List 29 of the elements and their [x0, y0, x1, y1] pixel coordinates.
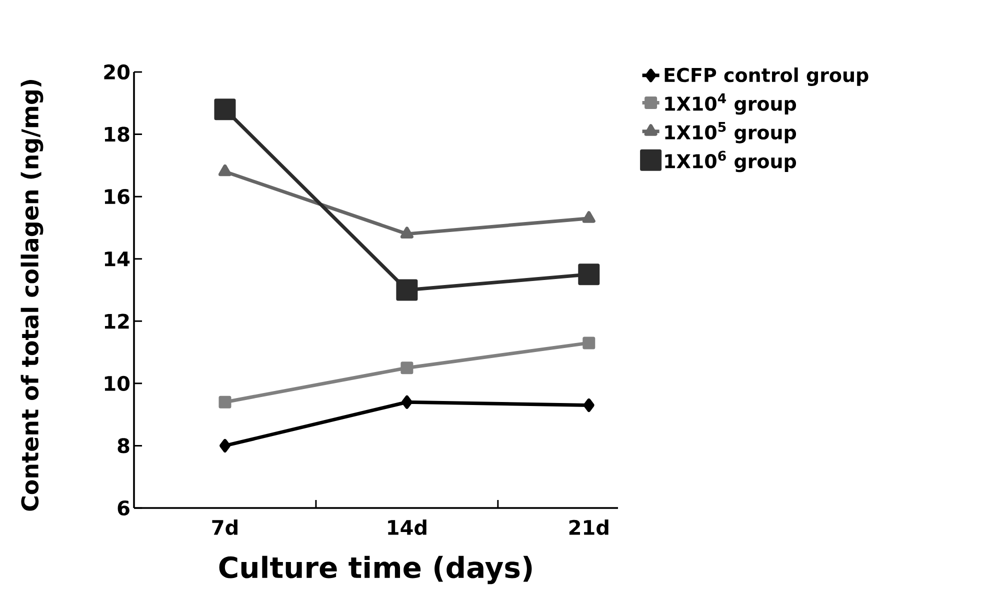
x-tick-label: 7d — [212, 520, 238, 535]
y-tick-label: 20 — [104, 64, 130, 80]
point — [400, 226, 414, 238]
point — [219, 438, 230, 452]
legend-label: ECFP control group — [664, 67, 868, 86]
legend-label: 1X10$^{6}$ group — [665, 150, 796, 172]
point — [400, 362, 414, 374]
point — [578, 264, 600, 286]
y-tick-label: 6 — [118, 500, 130, 516]
y-tick-label: 12 — [104, 314, 129, 329]
point — [214, 98, 236, 120]
point — [582, 336, 596, 350]
y-tick-label: 10 — [104, 376, 130, 391]
point — [583, 398, 594, 412]
y-tick-label: 8 — [118, 438, 130, 454]
y-axis-title: Content of total collagen (ng/mg) — [20, 80, 44, 511]
y-tick-label: 16 — [104, 189, 130, 204]
point — [401, 395, 412, 409]
point — [396, 279, 418, 301]
x-tick-label: 14d — [388, 520, 426, 535]
legend-label: 1X10$^{4}$ group — [665, 93, 796, 115]
point — [218, 396, 232, 408]
x-axis-title: Culture time (days) — [219, 556, 532, 584]
y-tick-label: 14 — [104, 252, 130, 266]
x-tick-label: 21d — [569, 520, 608, 535]
point — [218, 164, 232, 176]
legend-label: 1X10$^{5}$ group — [665, 122, 796, 144]
y-tick-label: 18 — [104, 126, 130, 142]
point — [582, 211, 596, 223]
